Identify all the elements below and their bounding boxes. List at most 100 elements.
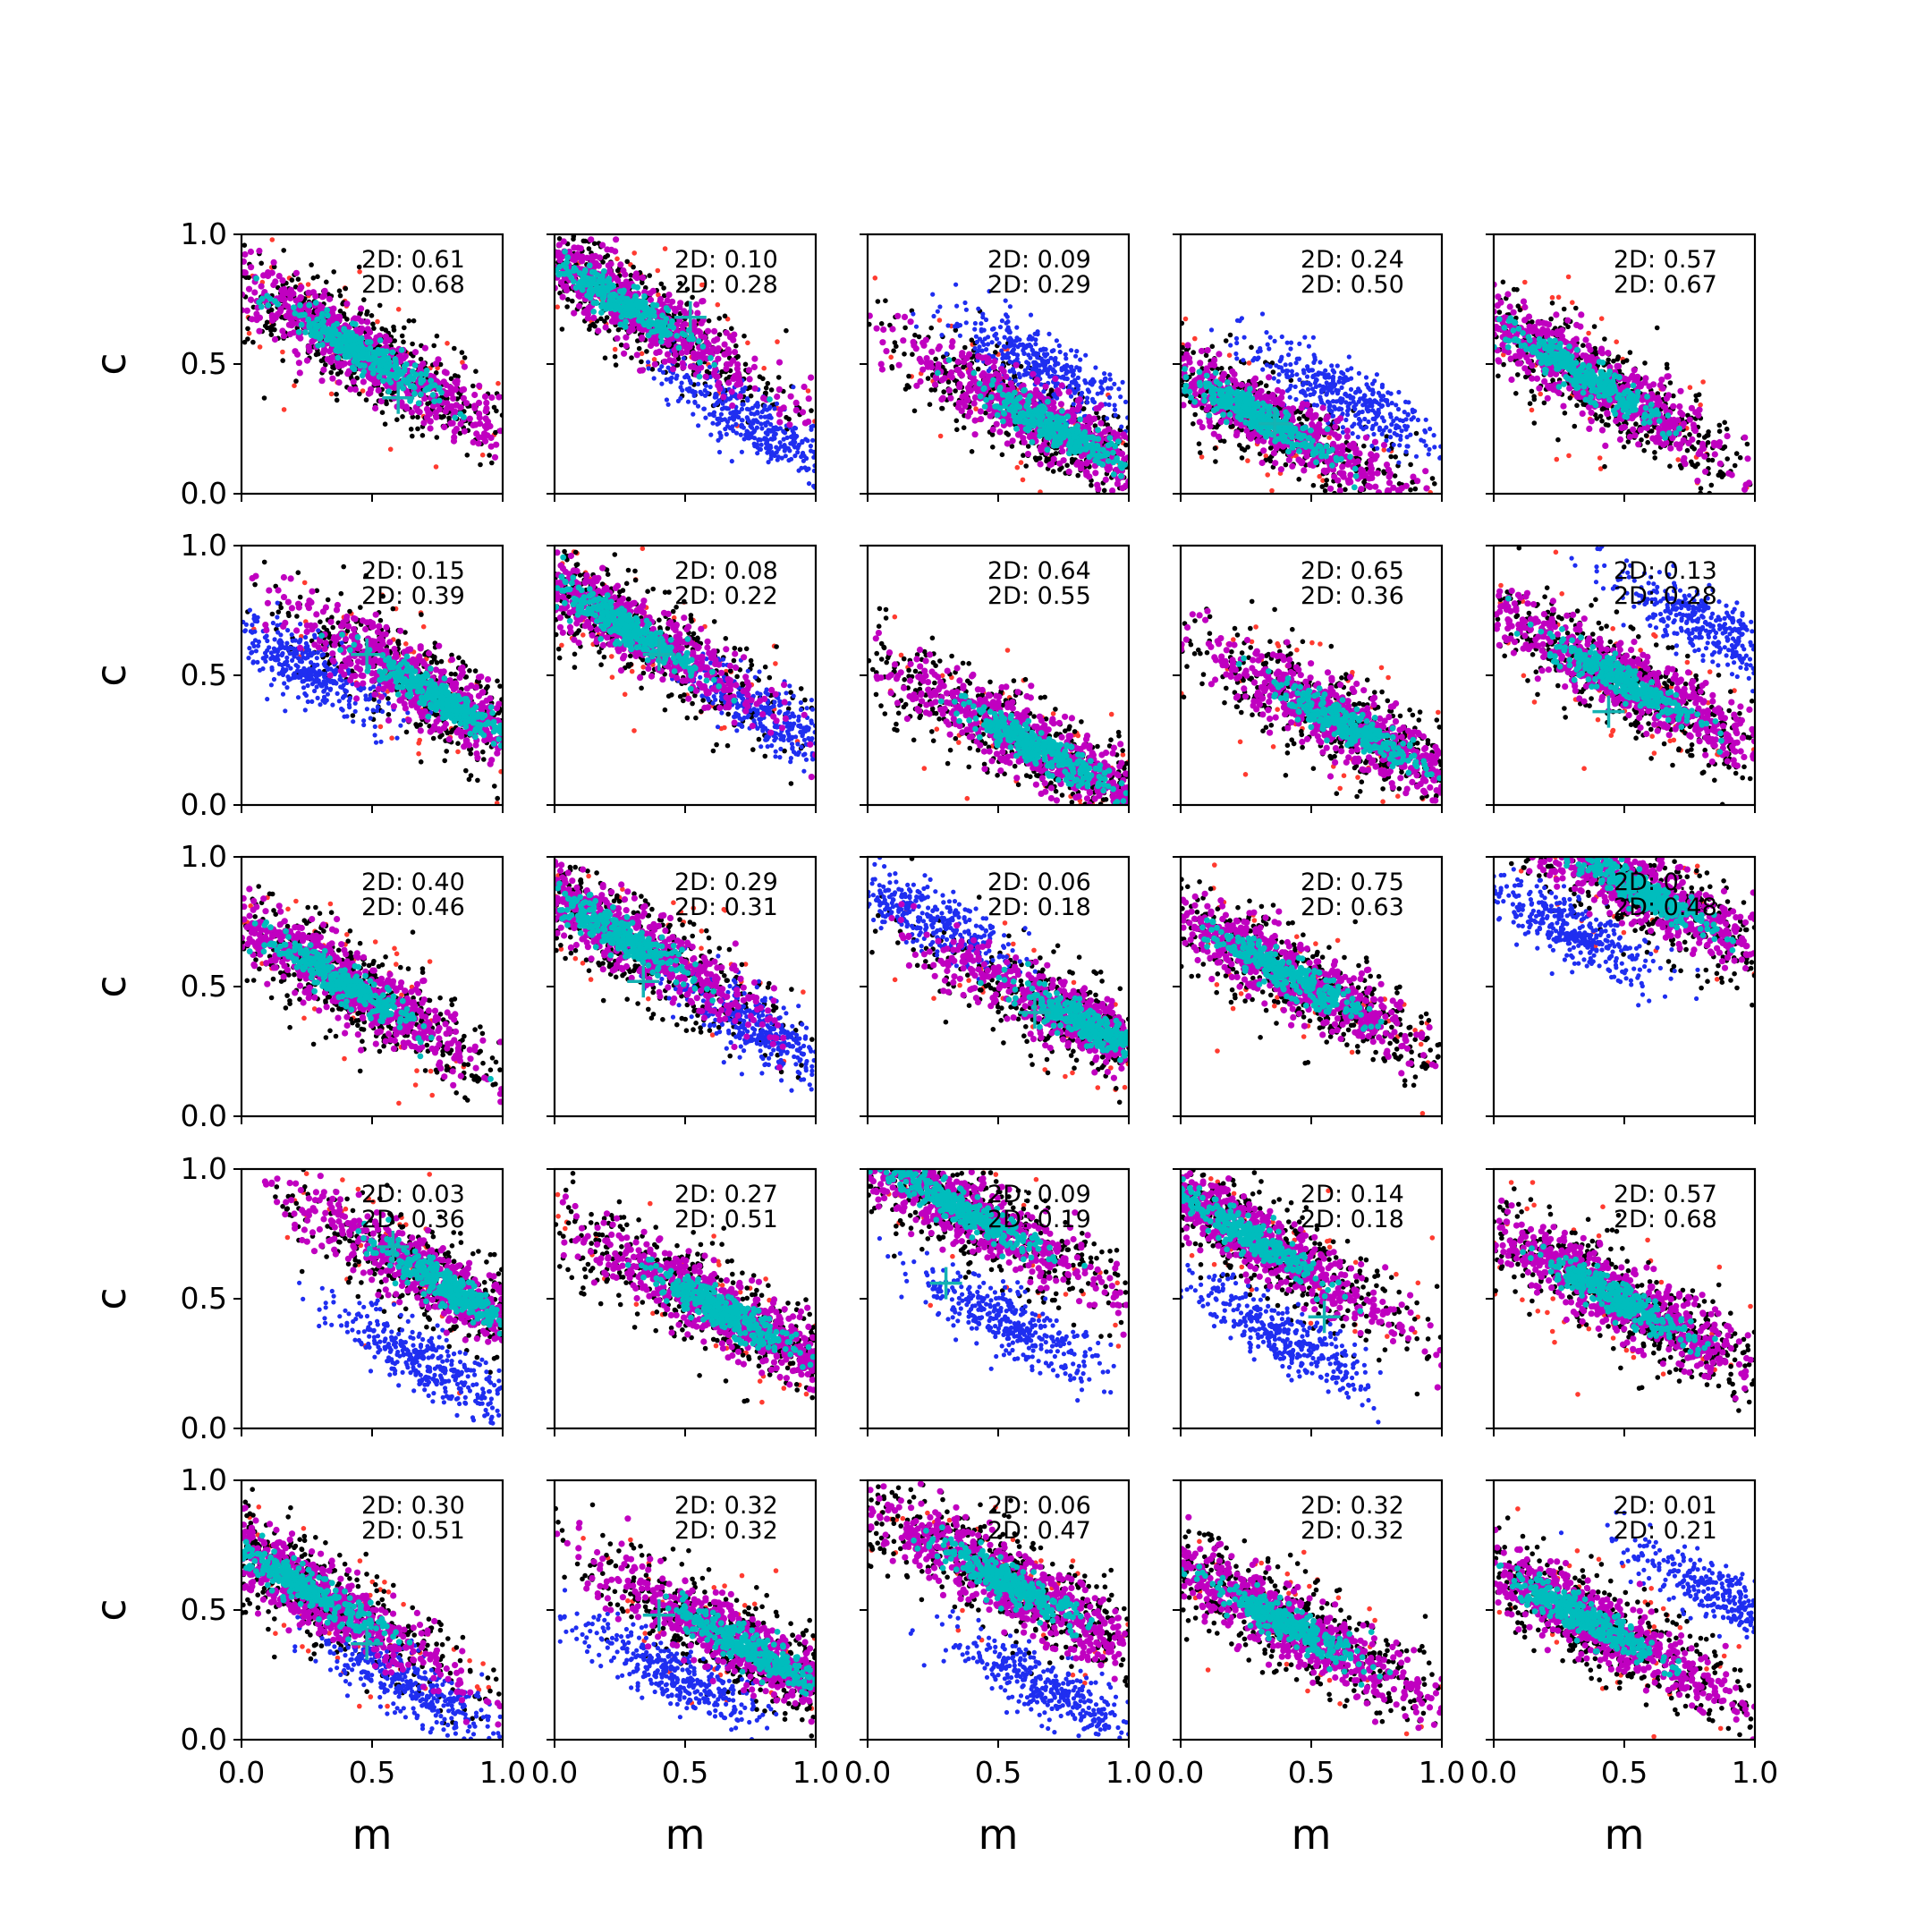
scatter-point	[418, 356, 424, 362]
scatter-point	[1059, 408, 1065, 414]
scatter-point	[258, 303, 265, 310]
scatter-point	[437, 361, 444, 368]
scatter-point	[335, 354, 342, 361]
scatter-point	[759, 409, 765, 415]
scatter-point	[939, 405, 945, 411]
scatter-point	[733, 421, 739, 427]
scatter-point	[913, 324, 919, 329]
scatter-point	[755, 401, 760, 406]
scatter-point	[565, 297, 571, 302]
scatter-point	[679, 330, 686, 337]
scatter-point	[310, 320, 318, 326]
scatter-point	[1107, 377, 1113, 382]
scatter-point	[999, 318, 1004, 324]
scatter-point	[658, 281, 665, 287]
scatter-point	[305, 282, 311, 287]
scatter-point	[783, 453, 788, 459]
scatter-point	[359, 325, 366, 332]
scatter-point	[591, 269, 597, 275]
scatter-point	[669, 298, 676, 305]
scatter-point	[904, 383, 911, 388]
scatter-point	[894, 312, 902, 319]
scatter-point	[995, 394, 1002, 402]
scatter-point	[702, 373, 709, 380]
scatter-point	[389, 349, 396, 356]
scatter-point	[399, 402, 406, 410]
scatter-point	[1318, 417, 1323, 422]
scatter-point	[1030, 348, 1035, 353]
scatter-point	[443, 369, 450, 377]
scatter-point	[1018, 363, 1024, 369]
scatter-point	[928, 348, 936, 355]
scatter-point	[1014, 395, 1021, 402]
scatter-point	[1116, 386, 1122, 392]
scatter-point	[312, 300, 319, 306]
scatter-point	[401, 339, 406, 345]
scatter-point	[319, 293, 326, 301]
scatter-point	[691, 364, 699, 371]
scatter-point	[452, 345, 457, 352]
scatter-point	[558, 279, 565, 286]
scatter-point	[1063, 367, 1068, 372]
scatter-point	[958, 352, 966, 360]
scatter-point	[383, 363, 390, 370]
scatter-point	[664, 351, 672, 358]
scatter-point	[655, 267, 661, 274]
scatter-point	[1097, 431, 1105, 438]
scatter-point	[1046, 456, 1052, 462]
scatter-point	[754, 425, 760, 430]
scatter-point	[729, 326, 734, 332]
scatter-point	[961, 425, 967, 431]
scatter-point	[574, 250, 581, 258]
scatter-point	[708, 385, 713, 390]
scatter-point	[966, 361, 973, 369]
scatter-point	[690, 389, 695, 394]
scatter-point	[1030, 422, 1037, 429]
scatter-point	[935, 309, 940, 314]
scatter-point	[306, 301, 313, 309]
scatter-point	[739, 449, 745, 454]
scatter-point	[243, 307, 250, 314]
scatter-point	[555, 304, 560, 310]
scatter-point	[791, 430, 797, 436]
scatter-point	[246, 275, 251, 281]
scatter-point	[1042, 383, 1049, 390]
scatter-point	[432, 409, 439, 416]
scatter-point	[663, 329, 670, 336]
scatter-point	[1199, 454, 1205, 460]
scatter-point	[1004, 312, 1009, 318]
scatter-point	[275, 273, 283, 280]
scatter-point	[555, 242, 564, 249]
scatter-point	[1057, 401, 1064, 408]
scatter-point	[1070, 373, 1075, 378]
scatter-point	[664, 297, 671, 304]
scatter-point	[248, 264, 255, 271]
scatter-point	[424, 386, 430, 392]
scatter-point	[242, 269, 249, 276]
scatter-point	[1269, 487, 1275, 494]
scatter-point	[1050, 469, 1056, 474]
scatter-point	[1052, 375, 1059, 383]
scatter-point	[603, 278, 610, 284]
scatter-point	[1037, 455, 1043, 461]
scatter-point	[956, 384, 963, 391]
scatter-point	[599, 300, 606, 307]
scatter-point	[1014, 464, 1021, 470]
scatter-point	[765, 450, 770, 455]
scatter-point	[717, 430, 723, 436]
scatter-point	[1064, 376, 1070, 382]
scatter-point	[1384, 434, 1390, 439]
scatter-point	[431, 382, 438, 388]
scatter-point	[1025, 365, 1031, 370]
scatter-point	[411, 318, 417, 324]
subplot-annotation: 2D: 0.61	[361, 246, 465, 274]
scatter-point	[1025, 444, 1031, 449]
scatter-point	[883, 298, 888, 304]
scatter-point	[1082, 377, 1088, 384]
scatter-point	[953, 418, 960, 424]
scatter-point	[988, 381, 996, 388]
scatter-point	[559, 326, 565, 332]
scatter-point	[411, 390, 418, 397]
scatter-point	[589, 280, 595, 287]
scatter-point	[627, 311, 633, 318]
